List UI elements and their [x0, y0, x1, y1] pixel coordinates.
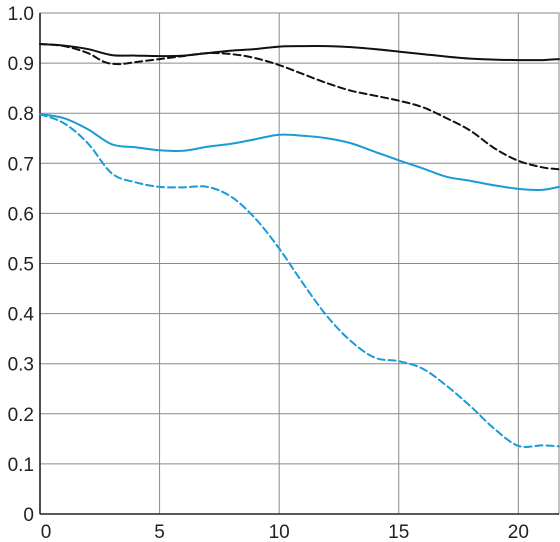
y-tick-label: 0.4: [8, 305, 35, 326]
y-tick-label: 0.9: [8, 54, 34, 75]
y-tick-label: 1.0: [8, 4, 34, 25]
x-tick-label: 20: [508, 522, 529, 542]
tick-labels: 0 0.1 0.2 0.3 0.4 0.5 0.6 0.7 0.8 0.9 1.0 0 5 10 15 20: [8, 4, 529, 542]
series-line-blue-dashed: [39, 113, 560, 448]
y-tick-label: 0.3: [8, 355, 34, 376]
y-tick-label: 0: [23, 505, 34, 526]
axes: [39, 13, 559, 515]
y-tick-label: 0.5: [8, 255, 34, 276]
grid: [39, 12, 560, 515]
x-tick-label: 0: [41, 522, 52, 542]
x-tick-label: 15: [388, 522, 409, 542]
y-tick-label: 0.6: [8, 204, 34, 225]
y-tick-label: 0.7: [8, 154, 34, 175]
series-group: [39, 43, 560, 448]
y-tick-label: 0.8: [8, 104, 34, 125]
y-tick-label: 0.1: [8, 455, 34, 476]
y-tick-label: 0.2: [8, 405, 34, 426]
x-tick-label: 10: [269, 522, 290, 542]
series-line-blue-solid: [39, 113, 560, 191]
series-line-black-dashed: [39, 43, 560, 171]
x-tick-label: 5: [154, 522, 165, 542]
series-line-black-solid: [39, 43, 560, 62]
